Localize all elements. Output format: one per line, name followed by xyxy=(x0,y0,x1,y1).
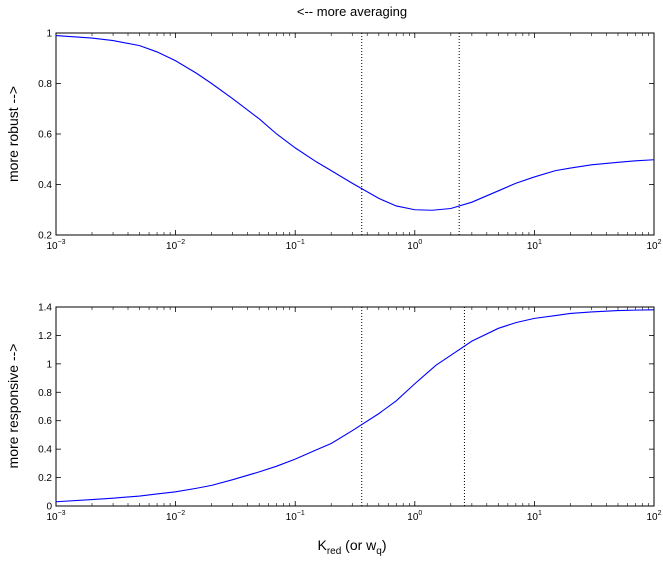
x-tick-base: 10 xyxy=(646,512,658,523)
x-tick-exponent: −2 xyxy=(177,510,185,517)
y-tick-label: 1.4 xyxy=(38,303,52,314)
x-tick-exponent: −1 xyxy=(297,239,305,246)
series-line xyxy=(55,34,655,211)
xlabel-mid: (or w xyxy=(341,537,377,553)
x-tick-base: 10 xyxy=(407,512,419,523)
x-tick-base: 10 xyxy=(286,241,298,252)
x-tick-label: 100 xyxy=(407,239,422,252)
y-tick-label: 1 xyxy=(46,359,52,370)
bottom-panel-xlabel: Kred (or wq) xyxy=(317,537,386,557)
x-tick-base: 10 xyxy=(46,512,58,523)
x-tick-base: 10 xyxy=(166,241,178,252)
bottom-panel-ylabel: more responsive --> xyxy=(5,344,21,469)
x-tick-exponent: 1 xyxy=(538,239,542,246)
y-tick-label: 0.6 xyxy=(38,130,52,141)
x-tick-exponent: 0 xyxy=(418,239,422,246)
y-tick-label: 1 xyxy=(46,29,52,40)
x-tick-exponent: 2 xyxy=(658,510,662,517)
x-tick-base: 10 xyxy=(646,241,658,252)
xlabel-sub-red: red xyxy=(327,546,341,557)
axes-frame xyxy=(55,306,655,507)
x-tick-label: 10−3 xyxy=(46,510,65,523)
xlabel-main: K xyxy=(317,537,327,553)
y-tick-label: 1.2 xyxy=(38,331,52,342)
xlabel-sub-q: q xyxy=(376,546,382,557)
x-tick-label: 101 xyxy=(527,239,542,252)
xlabel-end: ) xyxy=(382,537,387,553)
x-tick-label: 10−1 xyxy=(286,510,305,523)
x-tick-label: 10−2 xyxy=(166,239,185,252)
y-tick-label: 0 xyxy=(46,502,52,513)
x-tick-exponent: −3 xyxy=(58,239,66,246)
x-tick-label: 102 xyxy=(646,510,661,523)
x-tick-label: 10−2 xyxy=(166,510,185,523)
top-panel-title: <-- more averaging xyxy=(297,4,407,19)
y-tick-label: 0.8 xyxy=(38,388,52,399)
bottom-panel: more responsive --> Kred (or wq) 10−3 10−… xyxy=(5,303,662,558)
x-tick-base: 10 xyxy=(527,241,539,252)
x-tick-exponent: 1 xyxy=(538,510,542,517)
y-tick-label: 0.2 xyxy=(38,473,52,484)
x-tick-exponent: −1 xyxy=(297,510,305,517)
x-tick-base: 10 xyxy=(286,512,298,523)
y-tick-label: 0.4 xyxy=(38,445,52,456)
x-tick-label: 10−3 xyxy=(46,239,65,252)
x-tick-label: 100 xyxy=(407,510,422,523)
x-tick-label: 101 xyxy=(527,510,542,523)
x-tick-exponent: −3 xyxy=(58,510,66,517)
x-tick-base: 10 xyxy=(166,512,178,523)
top-panel-ylabel: more robust --> xyxy=(5,86,21,182)
y-tick-label: 0.2 xyxy=(38,231,52,242)
y-tick-label: 0.4 xyxy=(38,180,52,191)
axes-frame xyxy=(55,32,655,236)
x-tick-exponent: 0 xyxy=(418,510,422,517)
x-tick-base: 10 xyxy=(527,512,539,523)
y-tick-label: 0.6 xyxy=(38,416,52,427)
x-tick-base: 10 xyxy=(407,241,419,252)
top-panel: <-- more averaging more robust --> 10−3 1… xyxy=(5,4,662,252)
y-tick-label: 0.8 xyxy=(38,79,52,90)
x-tick-label: 10−1 xyxy=(286,239,305,252)
x-tick-label: 102 xyxy=(646,239,661,252)
series-line xyxy=(55,309,655,503)
x-tick-exponent: −2 xyxy=(177,239,185,246)
x-tick-exponent: 2 xyxy=(658,239,662,246)
x-tick-base: 10 xyxy=(46,241,58,252)
